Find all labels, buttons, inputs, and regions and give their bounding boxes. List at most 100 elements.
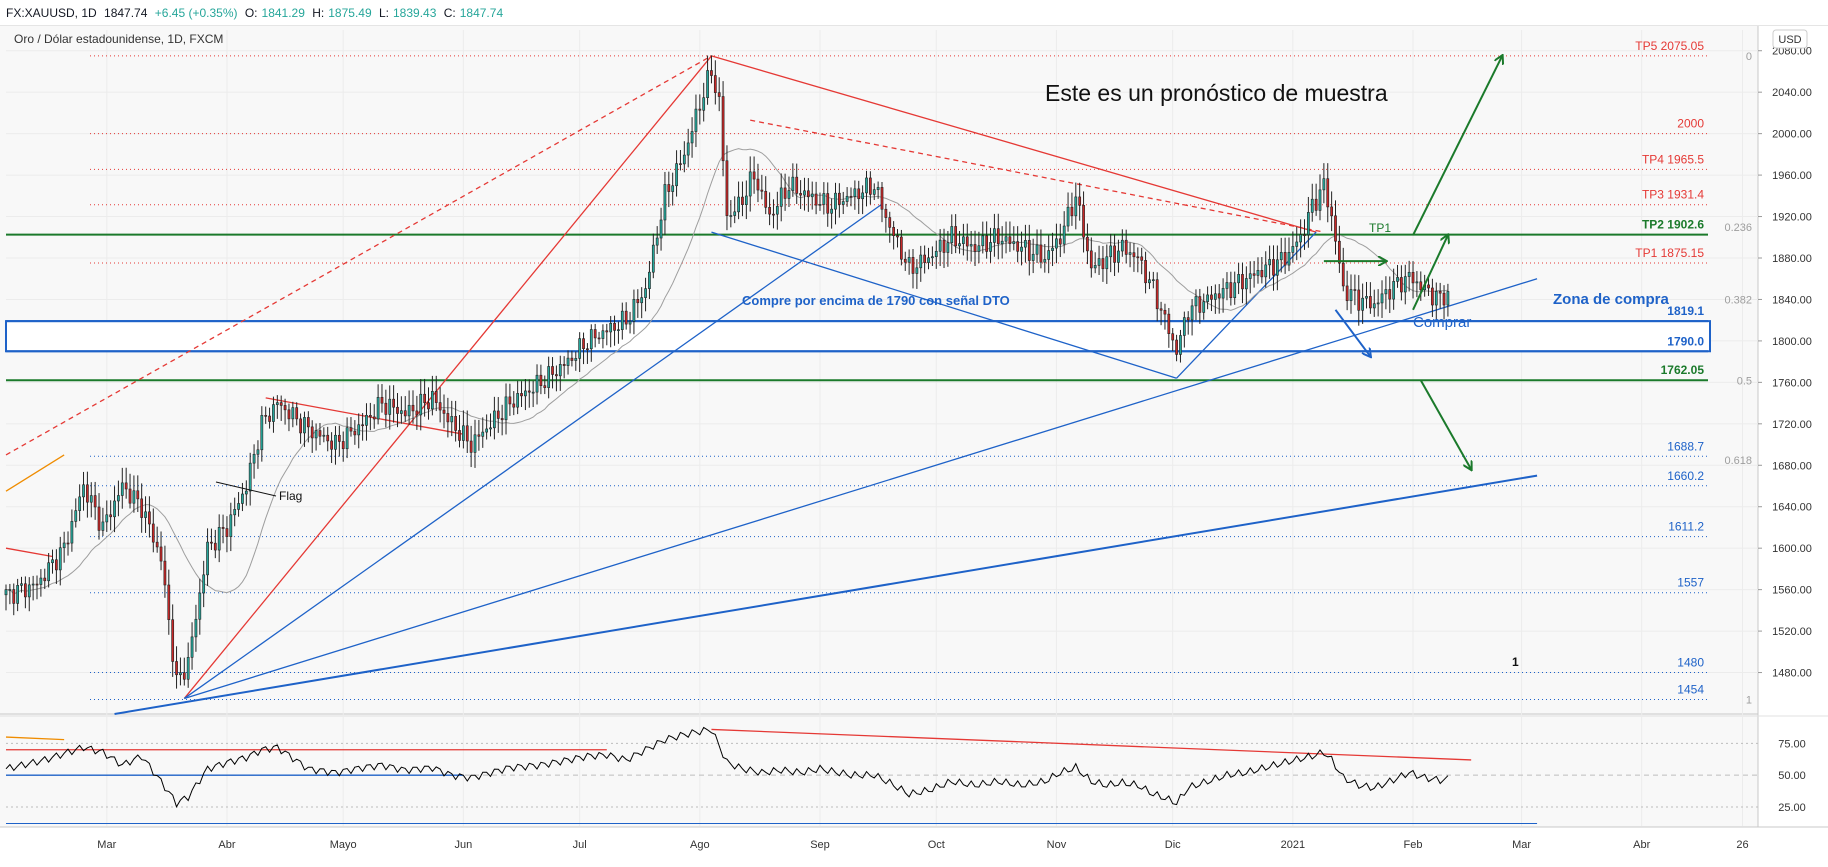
trendlines[interactable] (5, 55, 1538, 715)
candle-body (965, 236, 969, 247)
candle-body (613, 323, 616, 331)
candle-body (671, 185, 675, 192)
candle-body (570, 357, 574, 361)
rsi-downtrend-line (711, 728, 1472, 761)
candle-body (295, 407, 299, 420)
candle-body (1175, 339, 1178, 355)
candle-body (721, 96, 725, 162)
candle-body (934, 250, 938, 258)
candle-body (1167, 313, 1171, 334)
zone-label: Zona de compra (1553, 291, 1670, 308)
candle-body (469, 440, 473, 453)
candle-body (349, 427, 353, 432)
candle-body (1024, 240, 1027, 248)
price-tick-label: 1520.00 (1772, 626, 1812, 638)
candle-body (1415, 281, 1419, 284)
candle-body (915, 267, 919, 274)
forecast-arrows[interactable] (1323, 56, 1502, 470)
price-axis[interactable]: 1480.00 1520.00 1560.00 1600.00 1640.00 1680.… (1758, 46, 1812, 814)
trendline (184, 278, 1538, 700)
price-change: +6.45 (+0.35%) (154, 6, 238, 20)
candle-body (1124, 239, 1128, 255)
candle-body (194, 618, 198, 638)
candle-body (27, 584, 31, 598)
candle-body (1163, 309, 1167, 315)
candle-body (907, 257, 911, 263)
candle-body (865, 177, 868, 194)
candle-body (1330, 206, 1333, 217)
candle-body (403, 410, 407, 417)
candle-body (206, 541, 209, 576)
candle-body (791, 176, 795, 191)
candle-body (512, 403, 516, 408)
candle-body (795, 176, 799, 194)
candle-body (1093, 265, 1097, 269)
candle-body (74, 510, 78, 522)
candle-body (101, 521, 105, 531)
price-tick-label: 1880.00 (1772, 253, 1812, 265)
candle-body (504, 396, 508, 421)
candle-body (1225, 282, 1229, 289)
candle-body (481, 431, 485, 437)
candle-body (438, 402, 442, 411)
candle-body (485, 428, 489, 433)
candle-body (82, 484, 85, 498)
candle-body (326, 434, 330, 442)
candle-body (105, 514, 109, 523)
symbol-name[interactable]: FX:XAUUSD, 1D (6, 6, 97, 20)
grid (6, 30, 1758, 826)
candle-body (279, 402, 283, 406)
candle-body (950, 226, 954, 243)
candle-body (752, 171, 756, 180)
candle-body (872, 189, 876, 195)
price-axis-background (1758, 26, 1828, 867)
candle-body (508, 396, 512, 405)
candle-body (1279, 252, 1283, 261)
candle-body (388, 398, 392, 415)
candle-body (624, 310, 628, 325)
candle-body (675, 163, 678, 187)
candle-body (1384, 289, 1388, 295)
level-label: 1454 (1677, 682, 1704, 696)
candle-body (659, 219, 663, 239)
candle-body (1012, 241, 1016, 244)
candle-body (423, 393, 426, 404)
time-axis[interactable]: Mar Abr Mayo Jun Jul Ago Sep Oct Nov Dic 2021 Feb Ma… (97, 839, 1748, 851)
candle-body (186, 656, 190, 680)
candle-body (741, 196, 744, 205)
candle-body (1082, 205, 1085, 238)
candle-body (1089, 250, 1093, 269)
currency-badge[interactable] (1772, 29, 1808, 49)
candle-body (1066, 206, 1070, 227)
candle-body (1264, 264, 1268, 278)
candle-body (946, 242, 950, 253)
candle-body (663, 184, 667, 221)
candle-body (372, 416, 376, 420)
level-label: TP5 2075.05 (1635, 39, 1704, 53)
candle-body (318, 430, 322, 437)
candle-body (706, 70, 709, 98)
candle-body (748, 171, 752, 197)
candle-body (1117, 250, 1120, 263)
candle-body (1078, 196, 1082, 206)
candle-body (861, 192, 864, 200)
zone-note: Compre por encima de 1790 con señal DTO (742, 293, 1010, 308)
candle-body (97, 506, 101, 531)
level-label: TP4 1965.5 (1642, 152, 1704, 166)
candle-body (136, 490, 140, 500)
candle-body (1062, 225, 1066, 245)
candle-body (272, 404, 275, 422)
candle-body (520, 393, 523, 397)
candle-body (713, 75, 717, 93)
candle-body (35, 583, 39, 586)
candle-body (229, 514, 233, 537)
candle-body (89, 495, 93, 503)
candle-body (345, 427, 349, 450)
candle-body (1345, 285, 1349, 302)
candle-body (442, 409, 446, 414)
candle-body (764, 190, 768, 208)
low-label: L: (378, 6, 389, 20)
candle-body (237, 503, 240, 510)
candle-body (4, 589, 8, 596)
